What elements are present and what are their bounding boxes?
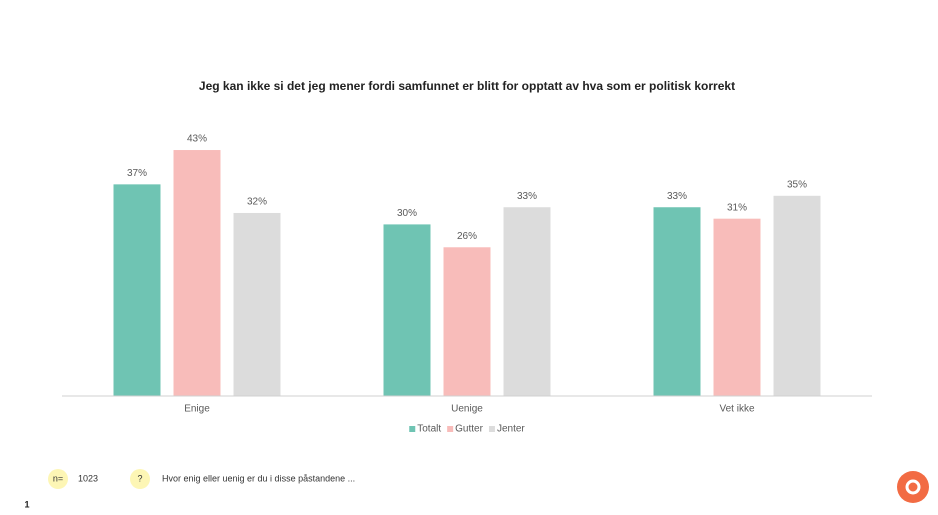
value-label: 33% bbox=[517, 191, 537, 202]
value-label: 37% bbox=[127, 168, 147, 179]
value-label: 32% bbox=[247, 197, 267, 208]
bar bbox=[503, 207, 551, 396]
bar bbox=[653, 207, 701, 396]
n-value: 1023 bbox=[78, 473, 98, 483]
value-label: 26% bbox=[457, 231, 477, 242]
chart-title: Jeg kan ikke si det jeg mener fordi samf… bbox=[199, 79, 735, 93]
value-label: 31% bbox=[727, 202, 747, 213]
bar bbox=[233, 212, 281, 396]
bar bbox=[773, 195, 821, 396]
question-badge bbox=[130, 469, 150, 489]
value-label: 35% bbox=[787, 179, 807, 190]
legend-swatch bbox=[488, 426, 495, 432]
x-tick-label: Vet ikke bbox=[719, 404, 754, 415]
value-label: 30% bbox=[397, 208, 417, 219]
logo bbox=[897, 471, 929, 503]
n-label: n= bbox=[53, 473, 63, 483]
page-number: 1 bbox=[24, 499, 29, 509]
bar bbox=[173, 150, 221, 396]
legend-swatch bbox=[447, 426, 454, 432]
n-badge bbox=[48, 469, 68, 489]
question-text: Hvor enig eller uenig er du i disse påst… bbox=[162, 473, 355, 483]
bar bbox=[383, 224, 431, 396]
bar bbox=[113, 184, 161, 396]
logo-ring bbox=[905, 479, 921, 495]
legend-label: Totalt bbox=[417, 424, 441, 435]
legend-label: Jenter bbox=[497, 424, 525, 435]
x-tick-label: Enige bbox=[184, 404, 210, 415]
value-label: 33% bbox=[667, 191, 687, 202]
x-tick-label: Uenige bbox=[451, 404, 483, 415]
legend-swatch bbox=[409, 426, 416, 432]
bar bbox=[443, 247, 491, 396]
bar bbox=[713, 218, 761, 396]
question-icon: ? bbox=[137, 473, 142, 483]
value-label: 43% bbox=[187, 134, 207, 145]
legend-label: Gutter bbox=[455, 424, 483, 435]
